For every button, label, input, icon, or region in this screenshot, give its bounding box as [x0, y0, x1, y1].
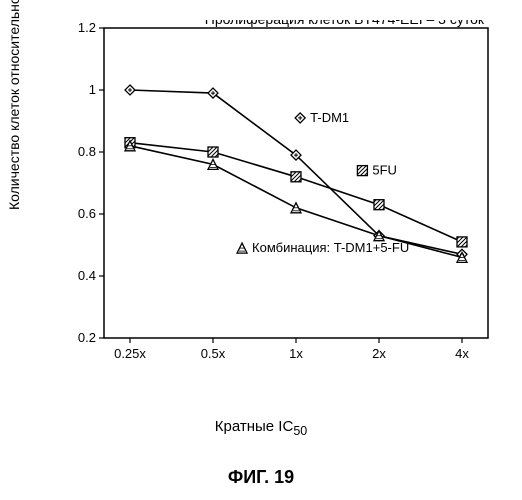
chart-svg: 0.2 0.4 0.6 0.8 1 1.2 0.25x 0.5x 1x 2x 4x Пролифера…: [60, 20, 500, 380]
x-axis-label-text: Кратные IC: [215, 418, 294, 435]
svg-text:0.4: 0.4: [78, 268, 96, 283]
svg-text:0.5x: 0.5x: [201, 346, 226, 361]
figure-caption: ФИГ. 19: [0, 467, 522, 488]
svg-text:1.2: 1.2: [78, 20, 96, 35]
svg-text:0.8: 0.8: [78, 144, 96, 159]
svg-text:0.25x: 0.25x: [114, 346, 146, 361]
y-axis-label: Количество клеток относительно контроля: [6, 0, 22, 210]
svg-text:1x: 1x: [289, 346, 303, 361]
x-axis-label: Кратные IC50: [0, 418, 522, 438]
svg-text:5FU: 5FU: [372, 163, 397, 178]
svg-text:Комбинация: T-DM1+5-FU: Комбинация: T-DM1+5-FU: [252, 240, 409, 255]
figure-root: Количество клеток относительно контроля …: [0, 0, 522, 500]
svg-text:T-DM1: T-DM1: [310, 110, 349, 125]
svg-text:0.6: 0.6: [78, 206, 96, 221]
svg-text:1: 1: [89, 82, 96, 97]
svg-text:0.2: 0.2: [78, 330, 96, 345]
svg-text:4x: 4x: [455, 346, 469, 361]
x-axis-label-sub: 50: [293, 424, 307, 438]
svg-text:Пролиферация клеток BT474-EEI: Пролиферация клеток BT474-EEI – 3 суток: [205, 20, 485, 27]
chart-plot-area: 0.2 0.4 0.6 0.8 1 1.2 0.25x 0.5x 1x 2x 4x Пролифера…: [60, 20, 500, 380]
svg-text:2x: 2x: [372, 346, 386, 361]
